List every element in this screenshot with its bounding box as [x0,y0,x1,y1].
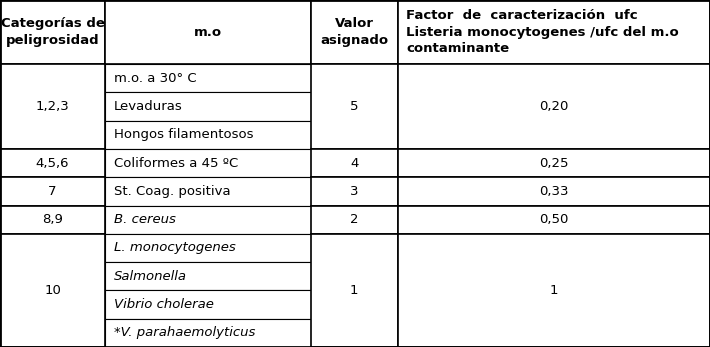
Text: Vibrio cholerae: Vibrio cholerae [114,298,214,311]
Text: 0,50: 0,50 [539,213,569,226]
Text: 8,9: 8,9 [42,213,63,226]
Bar [0,177,105,205]
Text: Factor  de  caracterización  ufc
Listeria monocytogenes /ufc del m.o
contaminant: Factor de caracterización ufc Listeria m… [406,9,679,55]
Bar [105,262,311,290]
Text: B. cereus: B. cereus [114,213,175,226]
Bar [0,234,105,347]
Text: 1,2,3: 1,2,3 [36,100,70,113]
Text: 7: 7 [48,185,57,198]
Bar [105,149,311,177]
Text: Coliformes a 45 ºC: Coliformes a 45 ºC [114,156,238,170]
Bar [105,121,311,149]
Text: St. Coag. positiva: St. Coag. positiva [114,185,230,198]
Bar [398,177,710,205]
Bar [398,149,710,177]
Bar [105,319,311,347]
Text: Salmonella: Salmonella [114,270,187,283]
Text: 0,25: 0,25 [539,156,569,170]
Text: *V. parahaemolyticus: *V. parahaemolyticus [114,327,255,339]
Text: 1: 1 [550,284,558,297]
Bar [105,234,311,262]
Text: 3: 3 [350,185,359,198]
Bar [105,92,311,121]
Bar [105,64,311,92]
Text: L. monocytogenes: L. monocytogenes [114,242,235,254]
Bar [311,149,398,177]
Bar [311,234,398,347]
Text: 5: 5 [350,100,359,113]
Text: Hongos filamentosos: Hongos filamentosos [114,128,253,141]
Bar [398,234,710,347]
Bar [311,205,398,234]
Bar [105,205,311,234]
Bar [105,0,311,64]
Bar [398,64,710,149]
Bar [0,64,105,149]
Bar [0,205,105,234]
Text: Categorías de
peligrosidad: Categorías de peligrosidad [1,17,104,47]
Text: 0,20: 0,20 [539,100,569,113]
Text: Levaduras: Levaduras [114,100,182,113]
Bar [311,64,398,149]
Text: m.o: m.o [194,26,222,39]
Bar [0,0,105,64]
Text: 0,33: 0,33 [539,185,569,198]
Bar [398,205,710,234]
Bar [311,0,398,64]
Bar [105,290,311,319]
Text: 2: 2 [350,213,359,226]
Bar [105,177,311,205]
Text: 4,5,6: 4,5,6 [36,156,70,170]
Text: m.o. a 30° C: m.o. a 30° C [114,72,196,85]
Text: Valor
asignado: Valor asignado [320,17,388,47]
Bar [311,177,398,205]
Bar [0,149,105,177]
Text: 1: 1 [350,284,359,297]
Bar [398,0,710,64]
Text: 10: 10 [44,284,61,297]
Text: 4: 4 [350,156,359,170]
